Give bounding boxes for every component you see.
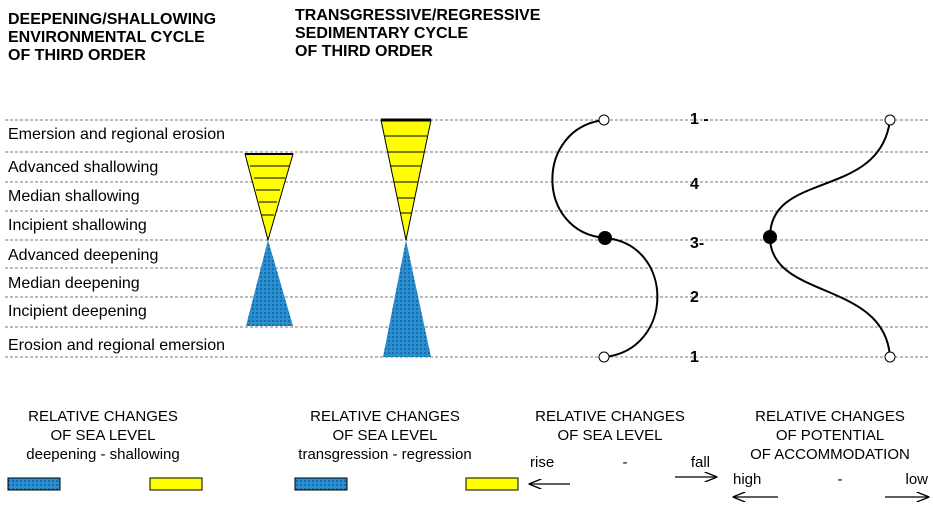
header-text: OF THIRD ORDER xyxy=(295,43,433,60)
legend-text: transgression - regression xyxy=(298,446,471,463)
legend-text: RELATIVE CHANGES xyxy=(535,408,685,425)
row-label: Advanced deepening xyxy=(8,247,158,264)
legend-text: - xyxy=(838,471,843,488)
legend-text: low xyxy=(905,471,928,488)
header-text: DEEPENING/SHALLOWING xyxy=(8,11,216,28)
legend-text: OF ACCOMMODATION xyxy=(750,446,910,463)
legend-text: OF SEA LEVEL xyxy=(332,427,437,444)
curve-label: 1 xyxy=(690,349,699,366)
row-label: Median shallowing xyxy=(8,188,140,205)
legend-text: high xyxy=(733,471,761,488)
curve-accommodation xyxy=(763,114,896,363)
legend-text: deepening - shallowing xyxy=(26,446,179,463)
legend-text: rise xyxy=(530,454,554,471)
legend-text: - xyxy=(623,454,628,471)
curve-label: 3- xyxy=(690,235,704,252)
legend-text: RELATIVE CHANGES xyxy=(28,408,178,425)
header-text: OF THIRD ORDER xyxy=(8,47,146,64)
arrows xyxy=(530,477,928,497)
curve-sea-level xyxy=(551,114,659,363)
legend-text: RELATIVE CHANGES xyxy=(310,408,460,425)
row-label: Emersion and regional erosion xyxy=(8,126,225,143)
legend-text: fall xyxy=(691,454,710,471)
row-label: Median deepening xyxy=(8,275,140,292)
header-text: ENVIRONMENTAL CYCLE xyxy=(8,29,205,46)
legend-text: OF POTENTIAL xyxy=(776,427,884,444)
row-label: Erosion and regional emersion xyxy=(8,337,225,354)
header-text: TRANSGRESSIVE/REGRESSIVE xyxy=(295,7,541,24)
row-label: Advanced shallowing xyxy=(8,159,158,176)
legend-text: RELATIVE CHANGES xyxy=(755,408,905,425)
legend-text: OF SEA LEVEL xyxy=(50,427,155,444)
hourglass-right xyxy=(380,118,432,357)
header-text: SEDIMENTARY CYCLE xyxy=(295,25,468,42)
legend-swatches xyxy=(7,477,519,491)
row-label: Incipient shallowing xyxy=(8,217,147,234)
legend-text: OF SEA LEVEL xyxy=(557,427,662,444)
dashed-lines xyxy=(5,119,930,358)
curve-label: 1 - xyxy=(690,111,709,128)
row-label: Incipient deepening xyxy=(8,303,147,320)
hourglass-left xyxy=(244,153,294,326)
curve-label: 2 xyxy=(690,289,699,306)
curve-label: 4 xyxy=(690,176,699,193)
